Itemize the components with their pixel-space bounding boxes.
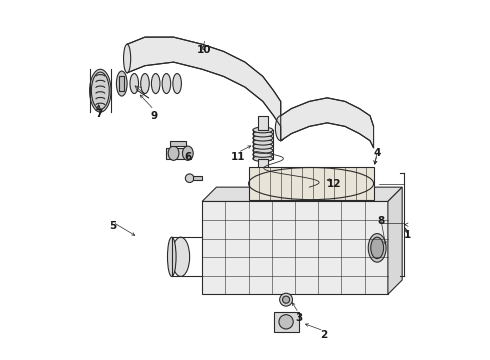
Ellipse shape: [279, 175, 297, 193]
Ellipse shape: [253, 144, 273, 149]
Text: 4: 4: [373, 148, 381, 158]
Bar: [273, 312, 298, 332]
Text: 5: 5: [109, 221, 117, 231]
Ellipse shape: [168, 237, 176, 276]
Ellipse shape: [253, 127, 273, 133]
Ellipse shape: [182, 146, 193, 160]
Ellipse shape: [151, 73, 160, 94]
Text: 2: 2: [320, 330, 327, 341]
Bar: [288, 176, 309, 194]
Bar: [258, 158, 268, 173]
Ellipse shape: [253, 148, 273, 153]
Ellipse shape: [253, 139, 273, 145]
Text: 11: 11: [231, 152, 245, 162]
Bar: [277, 173, 313, 194]
Polygon shape: [388, 187, 402, 294]
Polygon shape: [127, 37, 281, 141]
Ellipse shape: [371, 237, 384, 258]
Text: 12: 12: [327, 179, 342, 189]
Ellipse shape: [253, 156, 273, 161]
Polygon shape: [202, 187, 402, 202]
Ellipse shape: [90, 69, 111, 112]
Polygon shape: [281, 98, 373, 148]
Ellipse shape: [141, 73, 149, 94]
Ellipse shape: [253, 135, 273, 141]
Ellipse shape: [185, 174, 194, 183]
Ellipse shape: [123, 44, 131, 73]
Text: 8: 8: [377, 216, 384, 226]
Bar: [193, 176, 202, 180]
Text: 3: 3: [295, 312, 302, 323]
Ellipse shape: [173, 73, 181, 94]
Ellipse shape: [130, 73, 139, 94]
Ellipse shape: [283, 296, 290, 303]
Bar: [170, 141, 186, 146]
Text: 7: 7: [95, 109, 102, 119]
Ellipse shape: [162, 73, 171, 94]
Ellipse shape: [275, 116, 286, 141]
Polygon shape: [202, 202, 388, 294]
Ellipse shape: [280, 293, 293, 306]
Bar: [248, 167, 373, 200]
Ellipse shape: [253, 152, 273, 157]
Ellipse shape: [172, 237, 190, 276]
Bar: [167, 148, 192, 158]
Bar: [258, 116, 268, 130]
Text: 10: 10: [196, 45, 211, 55]
Text: 6: 6: [184, 152, 192, 162]
Ellipse shape: [117, 71, 127, 96]
Ellipse shape: [168, 146, 179, 160]
Ellipse shape: [273, 169, 302, 198]
Bar: [119, 76, 124, 91]
Ellipse shape: [368, 234, 386, 262]
Text: 1: 1: [404, 230, 411, 240]
Ellipse shape: [253, 131, 273, 137]
Ellipse shape: [279, 315, 293, 329]
Text: 9: 9: [150, 111, 157, 121]
